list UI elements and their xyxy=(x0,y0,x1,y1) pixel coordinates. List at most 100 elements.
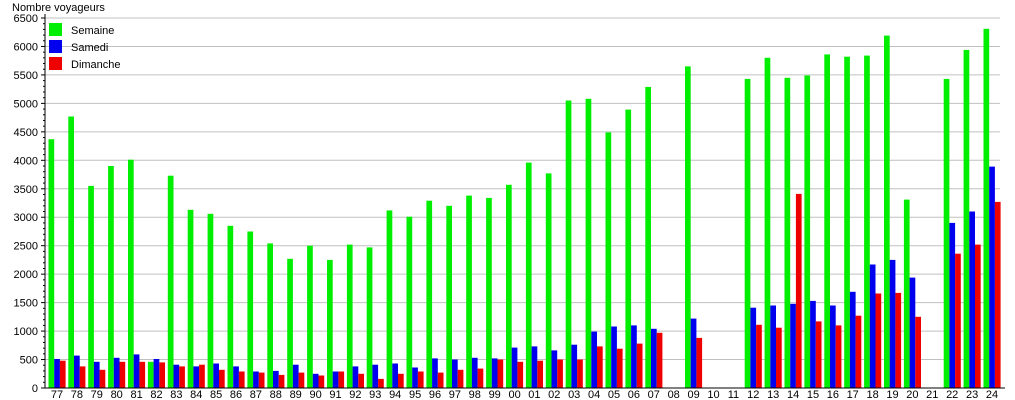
bar-semaine-97 xyxy=(446,205,452,388)
x-tick-label: 24 xyxy=(986,389,998,400)
bar-dimanche-99 xyxy=(497,359,504,388)
bar-dimanche-17 xyxy=(855,315,862,388)
y-tick-label: 4000 xyxy=(14,155,38,167)
bar-samedi-16 xyxy=(830,305,836,388)
bar-semaine-83 xyxy=(167,175,174,388)
bar-dimanche-01 xyxy=(537,360,543,388)
bar-samedi-05 xyxy=(611,326,617,388)
x-tick-label: 12 xyxy=(747,389,759,400)
bar-samedi-80 xyxy=(113,357,120,388)
x-tick-label: 96 xyxy=(429,389,441,400)
legend-swatch-samedi xyxy=(49,40,62,53)
y-axis-title: Nombre voyageurs xyxy=(12,2,105,14)
x-tick-label: 99 xyxy=(489,389,501,400)
bar-dimanche-02 xyxy=(557,359,563,388)
bar-dimanche-88 xyxy=(278,374,285,388)
bar-samedi-81 xyxy=(133,354,140,388)
bar-semaine-03 xyxy=(565,100,572,388)
y-tick-label: 3500 xyxy=(14,184,38,196)
bar-samedi-20 xyxy=(909,277,916,388)
bar-dimanche-85 xyxy=(219,369,225,388)
bar-dimanche-84 xyxy=(199,364,205,388)
bar-semaine-01 xyxy=(525,162,532,388)
bar-semaine-85 xyxy=(207,213,214,388)
bar-samedi-14 xyxy=(790,303,796,388)
x-tick-label: 90 xyxy=(309,389,321,400)
bar-semaine-88 xyxy=(267,243,273,388)
x-tick-label: 93 xyxy=(369,389,381,400)
bar-dimanche-18 xyxy=(875,293,882,388)
y-tick-label: 4500 xyxy=(14,127,38,139)
x-tick-label: 88 xyxy=(270,389,282,400)
y-tick-label: 6500 xyxy=(14,13,38,25)
bar-samedi-83 xyxy=(173,364,180,388)
bar-dimanche-06 xyxy=(636,343,643,388)
bar-samedi-94 xyxy=(392,363,398,388)
x-tick-label: 86 xyxy=(230,389,242,400)
x-tick-label: 05 xyxy=(608,389,620,400)
bar-dimanche-07 xyxy=(656,332,663,388)
bar-dimanche-24 xyxy=(994,201,1001,388)
bar-semaine-98 xyxy=(466,195,472,388)
x-tick-label: 78 xyxy=(71,389,83,400)
bar-semaine-87 xyxy=(247,231,254,388)
bar-dimanche-90 xyxy=(318,375,325,388)
x-tick-label: 06 xyxy=(628,389,640,400)
bar-semaine-17 xyxy=(844,56,850,388)
bar-semaine-77 xyxy=(48,139,55,388)
bar-dimanche-97 xyxy=(457,369,464,388)
x-tick-label: 95 xyxy=(409,389,421,400)
y-tick-label: 3000 xyxy=(14,212,38,224)
bar-semaine-81 xyxy=(128,159,134,388)
bar-dimanche-00 xyxy=(517,361,524,388)
x-tick-label: 02 xyxy=(548,389,560,400)
bar-samedi-89 xyxy=(292,364,299,388)
x-tick-label: 91 xyxy=(329,389,341,400)
bar-dimanche-98 xyxy=(477,368,484,388)
y-axis: 0 500 1000 1500 2000 2500 3000 3500 4000 4500 5000… xyxy=(14,13,46,395)
bar-samedi-04 xyxy=(591,331,597,388)
x-tick-label: 21 xyxy=(926,389,938,400)
bar-samedi-06 xyxy=(631,325,637,388)
bar-semaine-05 xyxy=(605,132,612,388)
x-tick-label: 79 xyxy=(91,389,103,400)
bar-semaine-24 xyxy=(983,28,990,389)
bar-samedi-24 xyxy=(989,166,995,388)
bar-semaine-79 xyxy=(88,185,94,388)
bar-dimanche-13 xyxy=(776,327,782,388)
x-axis: 77 78 79 80 81 82 83 84 85 86 87 88 89 90 91 92 93 94 95 96… xyxy=(45,387,1005,400)
bar-dimanche-81 xyxy=(139,361,146,388)
x-tick-label: 09 xyxy=(687,389,699,400)
bar-semaine-12 xyxy=(744,78,751,389)
bar-semaine-15 xyxy=(804,75,811,388)
x-tick-label: 00 xyxy=(508,389,520,400)
bar-semaine-00 xyxy=(506,184,512,388)
x-tick-label: 14 xyxy=(787,389,799,400)
y-tick-label: 6000 xyxy=(14,41,38,53)
bar-semaine-07 xyxy=(645,86,651,389)
bar-semaine-94 xyxy=(386,210,393,388)
x-tick-label: 85 xyxy=(210,389,222,400)
bar-samedi-93 xyxy=(372,364,379,388)
x-tick-label: 16 xyxy=(827,389,839,400)
bar-dimanche-09 xyxy=(696,337,703,388)
bar-semaine-78 xyxy=(68,116,74,388)
bar-samedi-87 xyxy=(253,371,259,388)
bar-samedi-84 xyxy=(193,366,200,388)
bar-samedi-79 xyxy=(93,361,100,388)
x-tick-label: 19 xyxy=(886,389,898,400)
x-tick-label: 04 xyxy=(588,389,600,400)
bar-dimanche-77 xyxy=(59,360,66,388)
x-tick-label: 17 xyxy=(847,389,859,400)
bar-samedi-90 xyxy=(312,373,319,388)
bar-samedi-19 xyxy=(889,259,896,388)
y-tick-label: 5500 xyxy=(14,70,38,82)
bar-semaine-86 xyxy=(227,225,234,388)
bar-semaine-82 xyxy=(147,361,154,388)
bar-dimanche-03 xyxy=(577,359,583,388)
bar-dimanche-19 xyxy=(895,292,902,388)
bar-dimanche-95 xyxy=(417,371,424,388)
bar-dimanche-87 xyxy=(258,372,265,388)
x-tick-label: 87 xyxy=(250,389,262,400)
